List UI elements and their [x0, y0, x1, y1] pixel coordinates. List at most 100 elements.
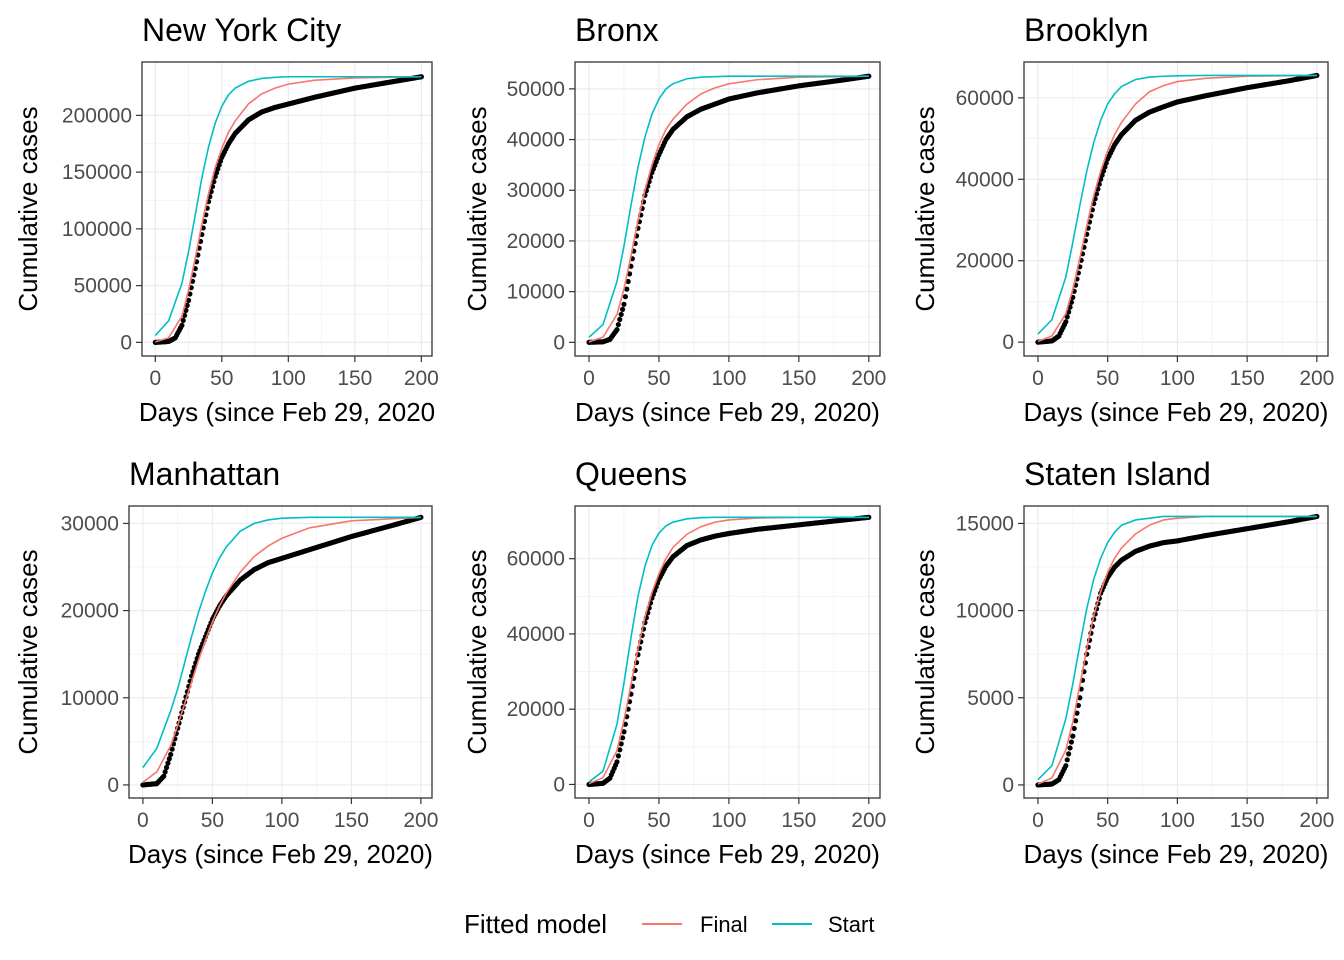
y-tick-label: 150000: [62, 161, 132, 184]
plot-area: [142, 62, 432, 356]
y-tick-label: 60000: [956, 87, 1014, 110]
observed-point: [180, 317, 186, 323]
y-tick-label: 0: [1002, 331, 1014, 354]
x-tick-label: 150: [337, 367, 372, 390]
panel-border: [1023, 61, 1329, 357]
observed-point: [1064, 757, 1070, 763]
observed-point: [162, 769, 168, 775]
y-axis-label: Cumulative cases: [13, 549, 43, 754]
x-tick-label: 200: [404, 367, 439, 390]
observed-point: [619, 306, 626, 312]
y-tick-label: 50000: [74, 275, 132, 298]
series-line-final: [588, 75, 869, 343]
observed-point: [1063, 763, 1069, 769]
panel-border: [574, 505, 881, 799]
observed-point: [1072, 718, 1079, 724]
y-tick-label: 0: [553, 773, 565, 796]
series-line-final: [588, 516, 869, 785]
y-tick-label: 0: [1002, 774, 1014, 797]
x-tick-label: 150: [1230, 809, 1265, 832]
x-tick-label: 200: [851, 367, 886, 390]
observed-point: [1068, 739, 1075, 745]
x-tick-label: 50: [210, 367, 233, 390]
y-tick-label: 20000: [507, 230, 565, 253]
panel-title: New York City: [142, 12, 341, 48]
panel-staten-island: 0 50 100 150 200 0 5000 10000 15000 Staten Island…: [910, 456, 1334, 869]
observed-point: [621, 729, 627, 735]
legend: Fitted model Final Start: [464, 909, 874, 939]
observed-point: [1066, 751, 1072, 757]
legend-label-start: Start: [828, 912, 874, 937]
series-line-final: [1037, 515, 1317, 785]
legend-title: Fitted model: [464, 909, 607, 939]
panel-new-york-city: 0 50 100 150 200 0 50000 100000 150000 200000 New …: [13, 12, 439, 427]
y-tick-label: 200000: [62, 104, 132, 127]
y-axis-label: Cumulative cases: [13, 106, 43, 311]
observed-point: [1099, 172, 1105, 178]
x-tick-label: 50: [1096, 809, 1119, 832]
observed-point: [625, 278, 631, 285]
legend-label-final: Final: [700, 912, 748, 937]
x-tick-label: 0: [137, 809, 149, 832]
y-tick-label: 20000: [507, 698, 565, 721]
plot-area: [1024, 506, 1328, 798]
y-tick-label: 5000: [967, 687, 1014, 710]
y-tick-label: 0: [120, 331, 132, 354]
x-tick-label: 100: [711, 367, 746, 390]
observed-point: [1064, 314, 1070, 320]
x-tick-label: 50: [647, 809, 670, 832]
observed-point: [185, 297, 192, 303]
x-tick-label: 50: [201, 809, 224, 832]
observed-point: [618, 741, 624, 747]
observed-point: [163, 764, 170, 771]
panel-border: [574, 61, 881, 357]
y-axis-label: Cumulative cases: [462, 549, 492, 754]
x-axis-label: Days (since Feb 29, 2020): [128, 839, 433, 869]
x-tick-label: 100: [1160, 367, 1195, 390]
observed-point: [1314, 72, 1320, 79]
x-tick-label: 150: [781, 809, 816, 832]
observed-point: [614, 759, 620, 765]
x-tick-label: 100: [264, 809, 299, 832]
observed-point: [1100, 168, 1107, 174]
series-line-start: [588, 516, 869, 783]
observed-point: [168, 751, 174, 758]
observed-point: [1070, 733, 1076, 739]
y-tick-label: 10000: [956, 600, 1014, 623]
series-line-final: [1037, 74, 1317, 343]
x-axis-label: Days (since Feb 29, 2020): [575, 839, 880, 869]
observed-point: [624, 286, 630, 292]
x-axis-label: Days (since Feb 29, 2020): [1024, 839, 1329, 869]
y-tick-label: 10000: [61, 687, 119, 710]
observed-point: [617, 316, 623, 323]
plot-area: [1024, 62, 1328, 356]
y-axis-label: Cumulative cases: [462, 106, 492, 311]
series-line-start: [154, 75, 422, 337]
observed-point: [615, 321, 621, 328]
panel-queens: 0 50 100 150 200 0 20000 40000 60000 Queens Days (…: [462, 456, 886, 869]
observed-point: [169, 746, 175, 752]
panel-title: Brooklyn: [1024, 12, 1149, 48]
x-tick-label: 0: [1032, 367, 1044, 390]
observed-point: [1063, 319, 1069, 325]
x-tick-label: 100: [271, 367, 306, 390]
observed-point: [1067, 745, 1073, 751]
x-tick-label: 200: [1299, 809, 1334, 832]
observed-point: [617, 747, 623, 753]
observed-point: [1314, 513, 1320, 520]
observed-point: [166, 756, 172, 762]
panel-border: [1023, 505, 1329, 799]
observed-points: [1035, 72, 1320, 345]
panel-bronx: 0 50 100 150 200 0 10000 20000 30000 40000 50000 Br…: [462, 12, 886, 427]
x-tick-label: 150: [334, 809, 369, 832]
x-tick-label: 200: [851, 809, 886, 832]
y-tick-label: 40000: [956, 168, 1014, 191]
x-tick-label: 100: [711, 809, 746, 832]
observed-point: [615, 753, 621, 759]
x-tick-label: 0: [149, 367, 161, 390]
observed-point: [618, 311, 624, 318]
plot-area: [129, 506, 432, 798]
observed-point: [418, 514, 424, 520]
x-axis-label: Days (since Feb 29, 2020): [575, 397, 880, 427]
